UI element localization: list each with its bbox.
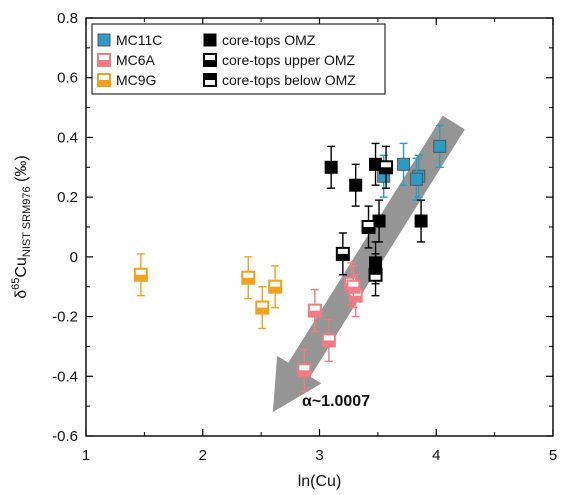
data-point	[414, 214, 428, 228]
legend-item: core-tops upper OMZ	[203, 52, 355, 68]
marker-square	[397, 157, 411, 171]
data-point	[433, 139, 447, 153]
x-tick-label: 5	[549, 447, 557, 464]
data-point	[324, 160, 338, 174]
data-marks-layer	[133, 124, 447, 392]
marker-half-fill	[98, 80, 110, 86]
marker-square	[349, 178, 363, 192]
data-point	[368, 267, 383, 282]
marker-square	[433, 139, 447, 153]
legend-box	[91, 23, 386, 95]
legend-marker	[97, 73, 111, 87]
y-tick-label: 0.4	[57, 129, 78, 146]
y-tick-label: 0.8	[57, 10, 78, 27]
marker-half-fill	[362, 227, 375, 233]
series-mc6a	[297, 262, 363, 392]
data-point	[255, 300, 270, 315]
legend-marker	[97, 33, 111, 47]
marker-half-fill	[298, 370, 311, 377]
x-tick-label: 2	[199, 447, 207, 464]
marker-half-fill	[256, 307, 269, 314]
marker-half-fill	[269, 286, 282, 293]
legend-marker	[97, 53, 111, 67]
marker-half-fill	[336, 253, 349, 260]
axes-layer: 1 2 3 4 5 -0.6 -0.4 -0.2 0 0.2 0.4 0.6 0.8 ln(Cu) δ65C…	[10, 10, 557, 490]
data-point	[307, 303, 322, 318]
marker-half-fill	[204, 74, 216, 80]
data-point	[349, 178, 363, 192]
marker-square	[203, 33, 217, 47]
data-point	[241, 270, 256, 285]
legend-item: MC6A	[97, 52, 156, 68]
data-point	[268, 279, 283, 294]
marker-square	[97, 33, 111, 47]
x-tick-label: 3	[315, 447, 323, 464]
marker-half-fill	[204, 60, 216, 66]
marker-square	[409, 172, 423, 186]
marker-half-fill	[349, 295, 362, 302]
legend-label: core-tops upper OMZ	[222, 52, 355, 68]
marker-half-fill	[380, 167, 393, 174]
data-point	[379, 160, 394, 175]
y-tick-label: 0	[70, 249, 78, 266]
x-tick-label: 1	[82, 447, 90, 464]
y-tick-label: -0.2	[52, 309, 78, 326]
x-tick-label: 4	[432, 447, 440, 464]
y-tick-label: 0.2	[57, 189, 78, 206]
marker-half-fill	[242, 277, 255, 284]
legend-item: core-tops below OMZ	[203, 72, 356, 88]
y-tick-label: -0.4	[52, 368, 78, 385]
legend: MC11C MC6A MC9G core-tops OMZ core-tops uppe…	[91, 23, 386, 95]
y-axis-title: δ65CuNIST SRM976 (‰)	[10, 155, 33, 298]
data-point	[361, 220, 376, 234]
series-mc9g	[133, 253, 283, 330]
series-mc11c	[377, 124, 447, 201]
data-point	[335, 246, 350, 261]
marker-half-fill	[308, 310, 321, 317]
legend-label: core-tops below OMZ	[222, 72, 356, 88]
legend-label: MC11C	[116, 32, 162, 48]
data-point	[397, 157, 411, 171]
legend-marker	[203, 33, 217, 47]
legend-label: core-tops OMZ	[222, 32, 316, 48]
marker-half-fill	[347, 286, 360, 293]
legend-label: MC9G	[116, 72, 156, 88]
y-tick-label: 0.6	[57, 70, 78, 87]
data-point	[133, 267, 148, 282]
fractionation-annotation: α~1.0007	[302, 393, 370, 410]
legend-item: MC9G	[97, 72, 156, 88]
data-point	[409, 172, 423, 186]
x-axis-title: ln(Cu)	[298, 473, 342, 490]
marker-square	[324, 160, 338, 174]
legend-item: core-tops OMZ	[203, 32, 316, 48]
y-tick-label: -0.6	[52, 428, 78, 445]
marker-square	[414, 214, 428, 228]
marker-half-fill	[369, 268, 382, 275]
marker-half-fill	[134, 274, 147, 281]
data-point	[346, 279, 361, 294]
legend-marker	[203, 53, 217, 67]
legend-item: MC11C	[97, 32, 162, 48]
series-core-tops-upper-omz	[335, 145, 394, 276]
data-point	[321, 333, 336, 348]
marker-half-fill	[98, 60, 110, 66]
legend-label: MC6A	[116, 52, 156, 68]
data-point	[297, 363, 312, 378]
series-core-tops-below-omz	[368, 253, 383, 297]
legend-marker	[203, 73, 217, 87]
marker-half-fill	[322, 340, 335, 347]
